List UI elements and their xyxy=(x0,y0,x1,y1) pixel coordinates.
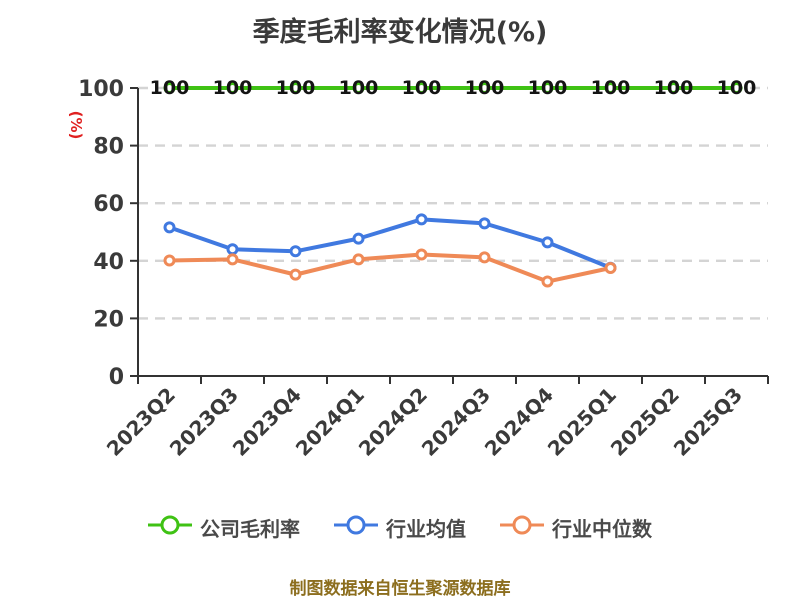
data-point-marker[interactable] xyxy=(730,82,743,94)
data-point-marker[interactable] xyxy=(604,82,617,94)
data-label: 100 xyxy=(339,77,379,99)
legend-label: 公司毛利率 xyxy=(200,516,300,541)
data-point-marker[interactable] xyxy=(541,275,554,288)
data-point-marker[interactable] xyxy=(541,236,554,249)
legend: 公司毛利率 行业均值 行业中位数 xyxy=(0,512,800,542)
data-point-marker[interactable] xyxy=(352,232,365,245)
y-tick-label: 40 xyxy=(93,250,124,275)
data-point-marker[interactable] xyxy=(478,82,491,94)
data-label: 100 xyxy=(591,77,631,99)
legend-marker-green-icon xyxy=(148,512,192,542)
data-point-marker[interactable] xyxy=(352,82,365,94)
data-label: 100 xyxy=(465,77,505,99)
data-point-marker[interactable] xyxy=(415,82,428,94)
x-tick-label: 2025Q2 xyxy=(606,383,684,461)
series-line-行业均值 xyxy=(167,217,613,270)
data-point-marker[interactable] xyxy=(163,254,176,267)
line-chart: 0204060801002023Q22023Q32023Q42024Q12024… xyxy=(78,77,769,461)
data-label: 100 xyxy=(150,77,190,99)
data-point-marker[interactable] xyxy=(289,82,302,94)
y-tick-label: 20 xyxy=(93,307,124,332)
data-point-marker[interactable] xyxy=(415,213,428,226)
legend-label: 行业中位数 xyxy=(552,516,652,541)
x-tick-label: 2023Q2 xyxy=(102,383,180,461)
chart-title: 季度毛利率变化情况(%) xyxy=(252,17,548,48)
data-point-marker[interactable] xyxy=(226,82,239,94)
legend-item-industry-median[interactable]: 行业中位数 xyxy=(500,512,652,542)
y-tick-label: 100 xyxy=(78,77,124,102)
data-point-marker[interactable] xyxy=(289,245,302,258)
data-label: 100 xyxy=(402,77,442,99)
data-point-marker[interactable] xyxy=(478,251,491,264)
data-label: 100 xyxy=(654,77,694,99)
legend-marker-orange-icon xyxy=(500,512,544,542)
data-point-marker[interactable] xyxy=(289,268,302,281)
data-point-marker[interactable] xyxy=(163,221,176,234)
data-source-note: 制图数据来自恒生聚源数据库 xyxy=(289,579,511,599)
data-point-marker[interactable] xyxy=(415,248,428,261)
data-point-marker[interactable] xyxy=(667,82,680,94)
legend-item-industry-average[interactable]: 行业均值 xyxy=(334,512,466,542)
data-point-marker[interactable] xyxy=(163,82,176,94)
data-point-marker[interactable] xyxy=(226,253,239,266)
x-tick-label: 2023Q4 xyxy=(228,383,306,461)
data-point-marker[interactable] xyxy=(226,243,239,256)
data-point-marker[interactable] xyxy=(478,217,491,230)
data-label: 100 xyxy=(528,77,568,99)
data-point-marker[interactable] xyxy=(352,253,365,266)
data-label: 100 xyxy=(213,77,253,99)
legend-marker-blue-icon xyxy=(334,512,378,542)
data-label: 100 xyxy=(717,77,757,99)
legend-item-company-gross-margin[interactable]: 公司毛利率 xyxy=(148,512,300,542)
x-tick-label: 2024Q4 xyxy=(480,383,558,461)
x-tick-label: 2025Q3 xyxy=(669,383,747,461)
y-tick-label: 60 xyxy=(93,192,124,217)
x-tick-label: 2024Q1 xyxy=(291,383,369,461)
data-label: 100 xyxy=(276,77,316,99)
legend-label: 行业均值 xyxy=(386,516,466,541)
data-point-marker[interactable] xyxy=(604,262,617,274)
series-line-行业中位数 xyxy=(167,252,613,284)
x-tick-label: 2023Q3 xyxy=(165,383,243,461)
x-tick-label: 2024Q2 xyxy=(354,383,432,461)
y-tick-label: 80 xyxy=(93,135,124,160)
x-tick-label: 2025Q1 xyxy=(543,383,621,461)
y-tick-label: 0 xyxy=(109,365,124,390)
data-point-marker[interactable] xyxy=(541,82,554,94)
x-tick-label: 2024Q3 xyxy=(417,383,495,461)
